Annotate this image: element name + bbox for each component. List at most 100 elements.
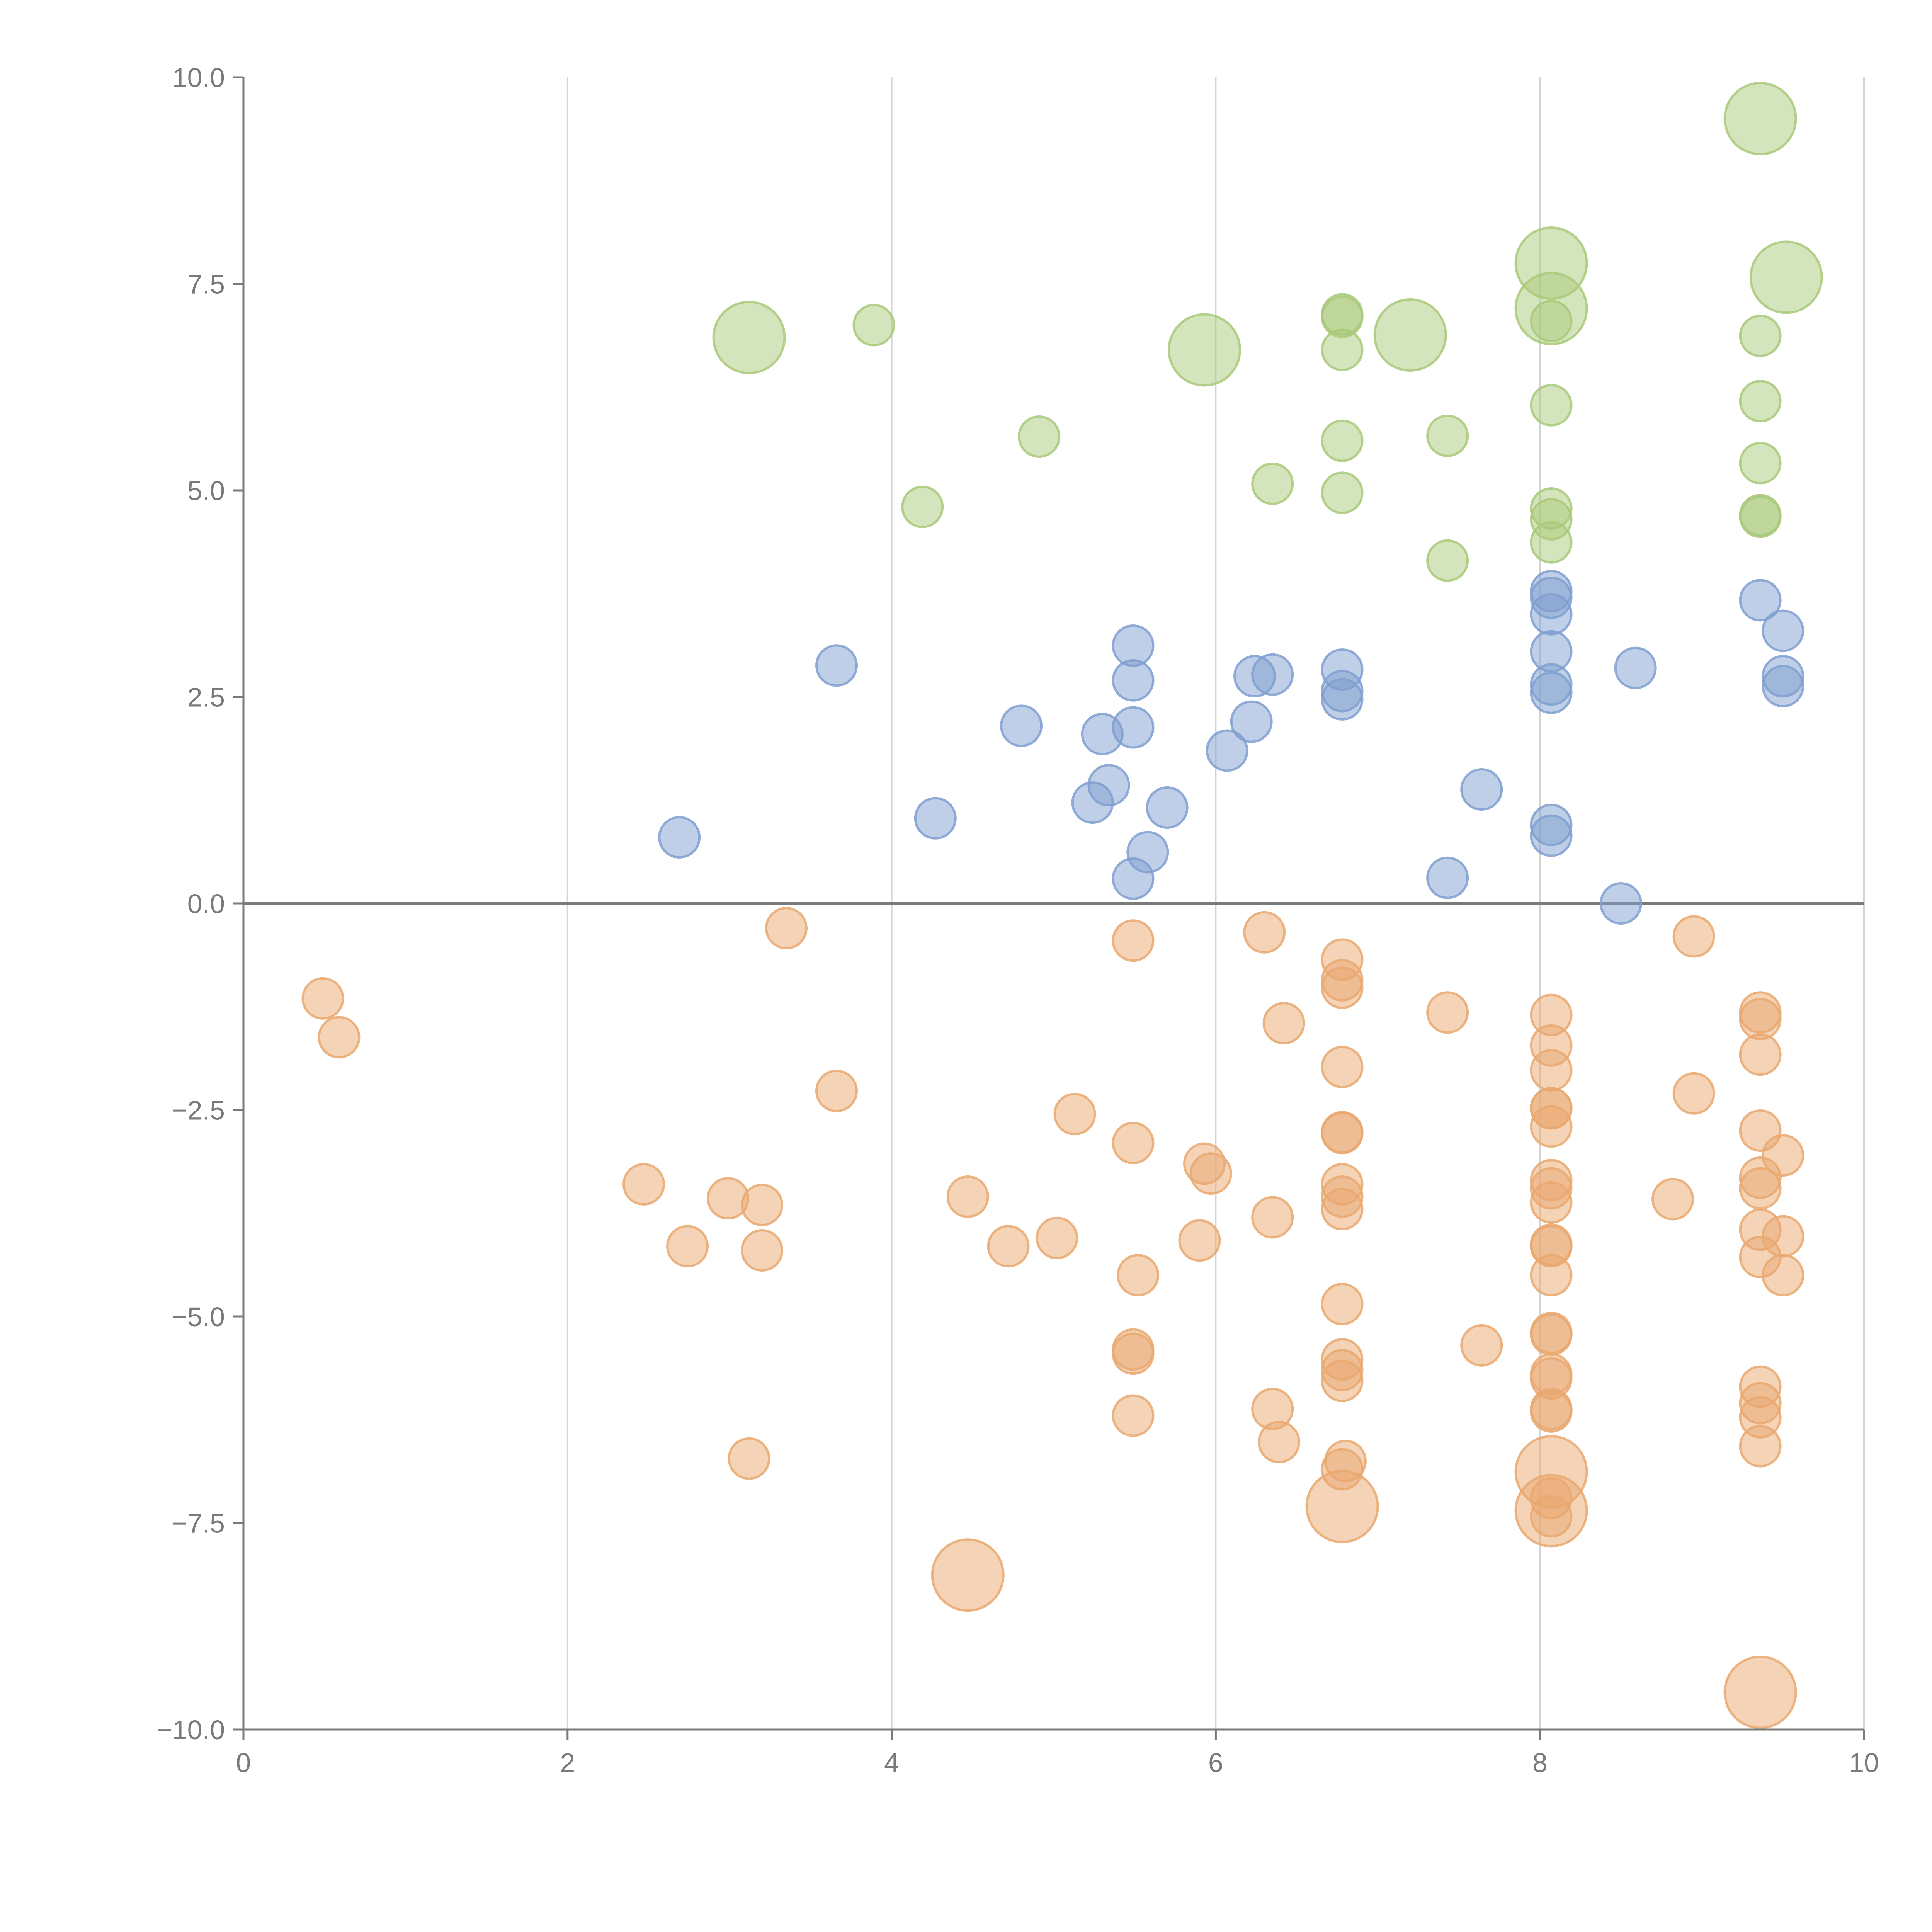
- data-point-orange: [1651, 1178, 1694, 1221]
- data-point-orange: [1117, 1254, 1160, 1297]
- data-point-blue: [1762, 665, 1804, 707]
- data-point-green: [1530, 521, 1573, 564]
- data-point-orange: [1112, 1122, 1155, 1165]
- data-point-orange: [1530, 1049, 1573, 1092]
- data-point-green: [1251, 462, 1294, 505]
- data-point-orange: [1305, 1469, 1379, 1543]
- points-layer: [301, 82, 1823, 1729]
- data-point-blue: [1762, 609, 1804, 652]
- data-point-blue: [1206, 729, 1248, 772]
- data-point-orange: [1112, 1332, 1155, 1375]
- data-point-orange: [1321, 966, 1364, 1009]
- data-point-orange: [1053, 1093, 1096, 1136]
- data-point-orange: [1739, 1033, 1782, 1076]
- data-point-orange: [815, 1070, 858, 1112]
- data-point-orange: [1243, 911, 1286, 954]
- y-tick-label: 2.5: [187, 682, 225, 713]
- data-point-green: [1749, 240, 1823, 314]
- data-point-orange: [1739, 1425, 1782, 1468]
- data-point-green: [1739, 442, 1782, 485]
- data-point-orange: [946, 1175, 989, 1218]
- x-tick-label: 8: [1532, 1748, 1548, 1778]
- data-point-orange: [1189, 1152, 1232, 1195]
- data-point-green: [1321, 293, 1364, 336]
- data-point-orange: [1762, 1215, 1804, 1258]
- data-point-green: [1739, 315, 1782, 357]
- data-point-orange: [1112, 919, 1155, 962]
- data-point-orange: [1251, 1196, 1294, 1239]
- data-point-blue: [1530, 671, 1573, 714]
- data-point-orange: [1530, 1313, 1573, 1356]
- data-point-green: [852, 304, 895, 347]
- data-point-orange: [1723, 1655, 1797, 1729]
- data-point-green: [1426, 539, 1469, 582]
- data-point-orange: [1321, 1112, 1364, 1155]
- data-point-blue: [1087, 764, 1130, 807]
- y-tick-label: −10.0: [156, 1715, 225, 1745]
- data-point-green: [712, 301, 786, 374]
- data-point-green: [1321, 328, 1364, 371]
- data-point-blue: [658, 816, 701, 859]
- data-point-green: [1321, 471, 1364, 514]
- data-point-blue: [1739, 579, 1782, 622]
- x-tick-label: 6: [1208, 1748, 1223, 1778]
- data-point-blue: [1126, 831, 1169, 874]
- data-point-orange: [1530, 1105, 1573, 1148]
- data-point-blue: [1460, 768, 1503, 811]
- data-point-blue: [1426, 856, 1469, 899]
- data-point-green: [1530, 299, 1573, 342]
- data-point-green: [1426, 414, 1469, 457]
- data-point-blue: [1530, 593, 1573, 636]
- data-point-blue: [1112, 659, 1155, 702]
- data-point-blue: [1112, 706, 1155, 749]
- data-point-orange: [666, 1225, 709, 1268]
- data-point-orange: [1672, 1072, 1715, 1115]
- data-point-orange: [1321, 1188, 1364, 1231]
- data-point-blue: [1614, 646, 1657, 689]
- y-tick-label: −5.0: [172, 1302, 225, 1332]
- data-point-orange: [1321, 1282, 1364, 1325]
- data-point-green: [1739, 380, 1782, 423]
- data-point-orange: [1739, 998, 1782, 1041]
- data-point-orange: [1762, 1134, 1804, 1177]
- data-point-orange: [1426, 991, 1469, 1034]
- x-tick-label: 0: [236, 1748, 251, 1778]
- data-point-blue: [815, 644, 858, 687]
- data-point-orange: [1460, 1324, 1503, 1367]
- data-point-blue: [1530, 814, 1573, 857]
- data-point-blue: [914, 797, 957, 840]
- data-point-blue: [1251, 653, 1294, 696]
- data-point-orange: [1530, 1181, 1573, 1224]
- data-point-orange: [1036, 1216, 1078, 1259]
- data-point-orange: [741, 1229, 784, 1272]
- data-point-orange: [1530, 1495, 1573, 1538]
- x-tick-label: 4: [884, 1748, 899, 1778]
- data-point-green: [1739, 495, 1782, 538]
- y-tick-label: 7.5: [187, 269, 225, 299]
- data-point-orange: [728, 1437, 770, 1480]
- data-point-orange: [1112, 1394, 1155, 1437]
- data-point-green: [1321, 419, 1364, 462]
- y-tick-label: −2.5: [172, 1095, 225, 1126]
- data-point-green: [1168, 313, 1242, 387]
- data-point-orange: [1762, 1254, 1804, 1297]
- data-point-blue: [1599, 882, 1642, 925]
- data-point-orange: [931, 1538, 1005, 1612]
- data-point-orange: [1321, 1046, 1364, 1088]
- data-point-orange: [1178, 1219, 1221, 1262]
- data-point-orange: [622, 1163, 665, 1206]
- y-tick-label: 0.0: [187, 889, 225, 919]
- data-point-orange: [1530, 1390, 1573, 1433]
- data-point-blue: [1000, 704, 1043, 747]
- data-point-orange: [1672, 915, 1715, 958]
- data-point-orange: [318, 1016, 361, 1059]
- data-point-green: [1723, 82, 1797, 155]
- y-tick-label: −7.5: [172, 1509, 225, 1539]
- data-point-green: [901, 485, 944, 528]
- data-point-blue: [1321, 678, 1364, 721]
- x-tick-label: 2: [560, 1748, 575, 1778]
- data-point-orange: [1321, 1359, 1364, 1402]
- data-point-orange: [987, 1225, 1030, 1268]
- y-tick-label: 10.0: [172, 63, 225, 93]
